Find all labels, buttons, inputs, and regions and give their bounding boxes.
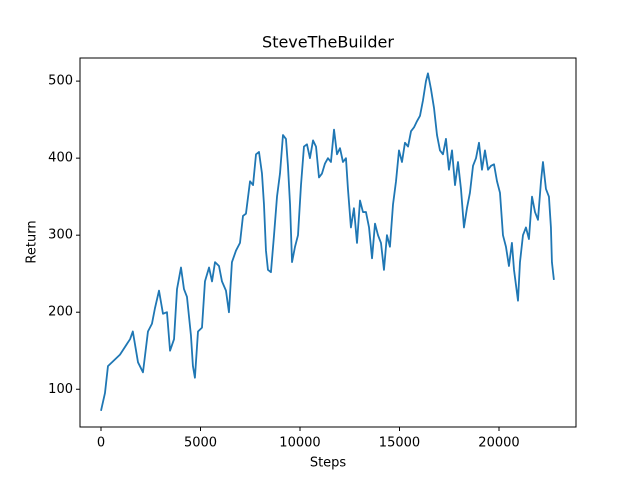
y-tick-label: 400 [48,151,73,166]
y-tick-label: 100 [48,382,73,397]
plot-frame [79,57,577,428]
chart-title: SteveTheBuilder [262,33,394,52]
x-tick-label: 5000 [184,436,217,451]
y-tick-label: 500 [48,74,73,89]
data-line [100,72,555,412]
x-tick-label: 15000 [379,436,420,451]
y-tick-label: 300 [48,228,73,243]
y-axis-label: Return [25,220,40,263]
x-tick-label: 20000 [478,436,519,451]
x-tick-label: 0 [97,436,105,451]
y-tick-label: 200 [48,305,73,320]
x-tick-label: 10000 [279,436,320,451]
x-axis-label: Steps [310,456,347,471]
